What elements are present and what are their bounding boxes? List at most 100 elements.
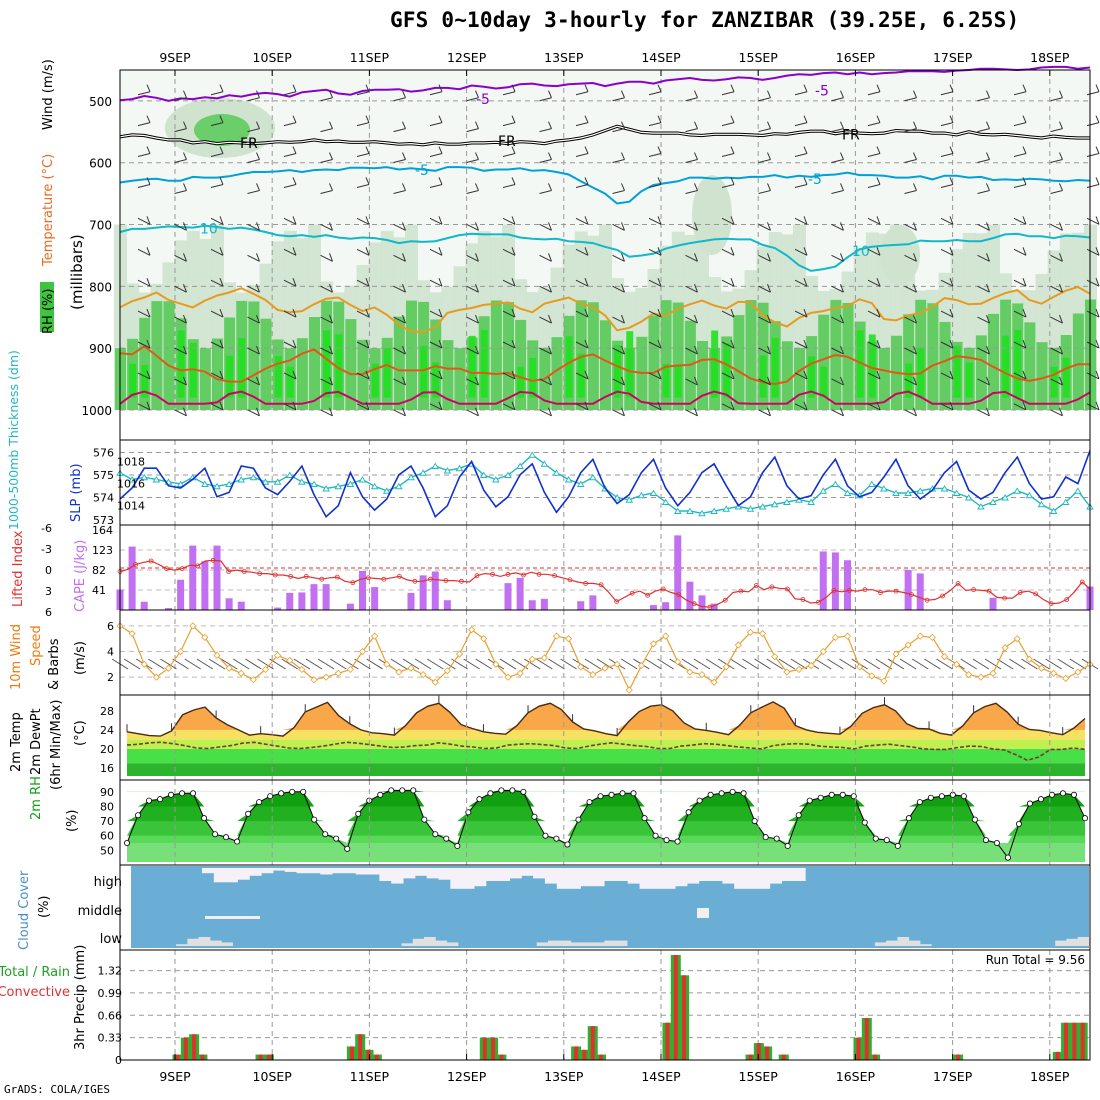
wind-barb-10m [984, 658, 1002, 670]
cloud-high-cell [450, 868, 463, 889]
wind-barb [758, 285, 771, 293]
rh-shade-high [177, 330, 185, 398]
wind-barb-flag [511, 247, 516, 256]
thickness-marker [770, 500, 779, 508]
wind-barb-10m [523, 658, 541, 670]
rh2m-marker [432, 831, 439, 838]
precip-conv-bar [482, 1037, 487, 1060]
lifted-index-marker [490, 571, 495, 577]
wind-barb-flag [329, 222, 333, 231]
wind-barb [1013, 279, 1027, 287]
rh2m-marker [1059, 790, 1066, 797]
wind-barb-10m [875, 658, 893, 670]
wind-barb-10m [366, 658, 383, 670]
lifted-index-marker [629, 590, 635, 596]
lifted-index-marker [474, 573, 480, 579]
wind-barb [502, 91, 516, 96]
cloud-low-cell [435, 940, 448, 946]
lifted-index-marker [412, 578, 418, 584]
x-tick-label-bottom: 12SEP [447, 1069, 487, 1084]
lifted-tick: -3 [41, 543, 52, 556]
cloud-high-cell [332, 868, 345, 874]
wind-barb [356, 217, 370, 225]
wind-barb [1013, 341, 1027, 349]
wind-barb [1050, 159, 1063, 164]
wind-speed-marker [334, 669, 342, 677]
cloud-low-cell [548, 940, 560, 946]
wind-barb [867, 122, 881, 127]
wind-barb-flag [219, 401, 224, 410]
cloud-high-cell [237, 868, 250, 880]
wind-barb [247, 97, 260, 102]
wind-barb-10m [1045, 658, 1062, 670]
wind-barb [539, 128, 552, 133]
wind-speed-marker [1062, 674, 1070, 683]
temperature-legend-label: Temperature (°C) [41, 154, 56, 267]
lifted-index-marker [691, 601, 697, 607]
wind-barb-flag [876, 401, 881, 410]
wind-barb [466, 409, 479, 417]
precip-conv-bar [491, 1037, 496, 1060]
wind-barb [612, 223, 625, 231]
wind-barb [575, 183, 589, 188]
rh-shade-medium [212, 338, 223, 410]
wind-barb [867, 403, 881, 411]
wind-speed-marker [371, 632, 379, 640]
contour-label: FR [498, 134, 516, 150]
rh2m-marker [1004, 854, 1011, 861]
cloud-low-cell [615, 940, 628, 946]
thickness-marker [443, 467, 452, 474]
temp-fill-high [127, 701, 1085, 730]
wind-barb-flag [803, 115, 808, 123]
lifted-index-marker [909, 592, 914, 597]
wind-barb-10m [814, 658, 832, 670]
wind-barb-flag [621, 407, 625, 416]
wind-barb-flag [840, 183, 844, 191]
wind-barb [174, 378, 187, 386]
wind-barb [539, 378, 552, 386]
thickness-marker [649, 489, 658, 496]
wind-speed-marker [674, 658, 682, 666]
precip-conv-bar [200, 1054, 205, 1060]
cloud-low-cell [209, 940, 222, 946]
wind-barb [977, 128, 990, 133]
wind-barb [721, 341, 735, 349]
rh-shade-high [674, 364, 682, 398]
cloud-units: (%) [37, 896, 52, 919]
precip-tick: 0.66 [98, 1009, 123, 1022]
wind-barb-flag [986, 183, 990, 191]
wind-barb-flag [1022, 115, 1027, 123]
cloud-low-cell [908, 940, 921, 946]
thickness-marker [661, 498, 670, 505]
wind-barb [1013, 403, 1027, 411]
wind-barb [575, 153, 589, 158]
cape-bar [128, 546, 136, 610]
wind-barb-flag [256, 183, 260, 191]
wind-barb-flag [694, 314, 698, 324]
wind-barb-10m [936, 658, 953, 670]
thickness-marker [455, 464, 464, 472]
wind-barb [612, 378, 625, 386]
wind-barb-flag [694, 121, 698, 129]
wind-barb [466, 347, 479, 355]
wind-barb [721, 279, 735, 287]
lifted-index-marker [660, 586, 666, 592]
wind-barb [977, 159, 990, 164]
wind-speed-marker [989, 669, 997, 677]
wind-barb [1050, 97, 1063, 102]
wind-barb-flag [511, 84, 516, 92]
rh-shade-medium [503, 302, 514, 410]
rh2m-marker [476, 796, 483, 803]
wind-barb-flag [730, 84, 735, 92]
cloud-high-cell [367, 868, 380, 875]
wind-barb [429, 248, 443, 256]
wind-barb-flag [986, 222, 990, 231]
cloud-high-cell [272, 868, 286, 871]
wind-barb [977, 409, 990, 417]
wind-barb [283, 341, 297, 349]
rh-shade-medium [927, 303, 939, 410]
wind-tick: 4 [107, 646, 114, 659]
lifted-index-marker [1002, 595, 1008, 601]
x-tick-label-top: 16SEP [836, 50, 876, 65]
rh-shade-high [868, 334, 876, 398]
